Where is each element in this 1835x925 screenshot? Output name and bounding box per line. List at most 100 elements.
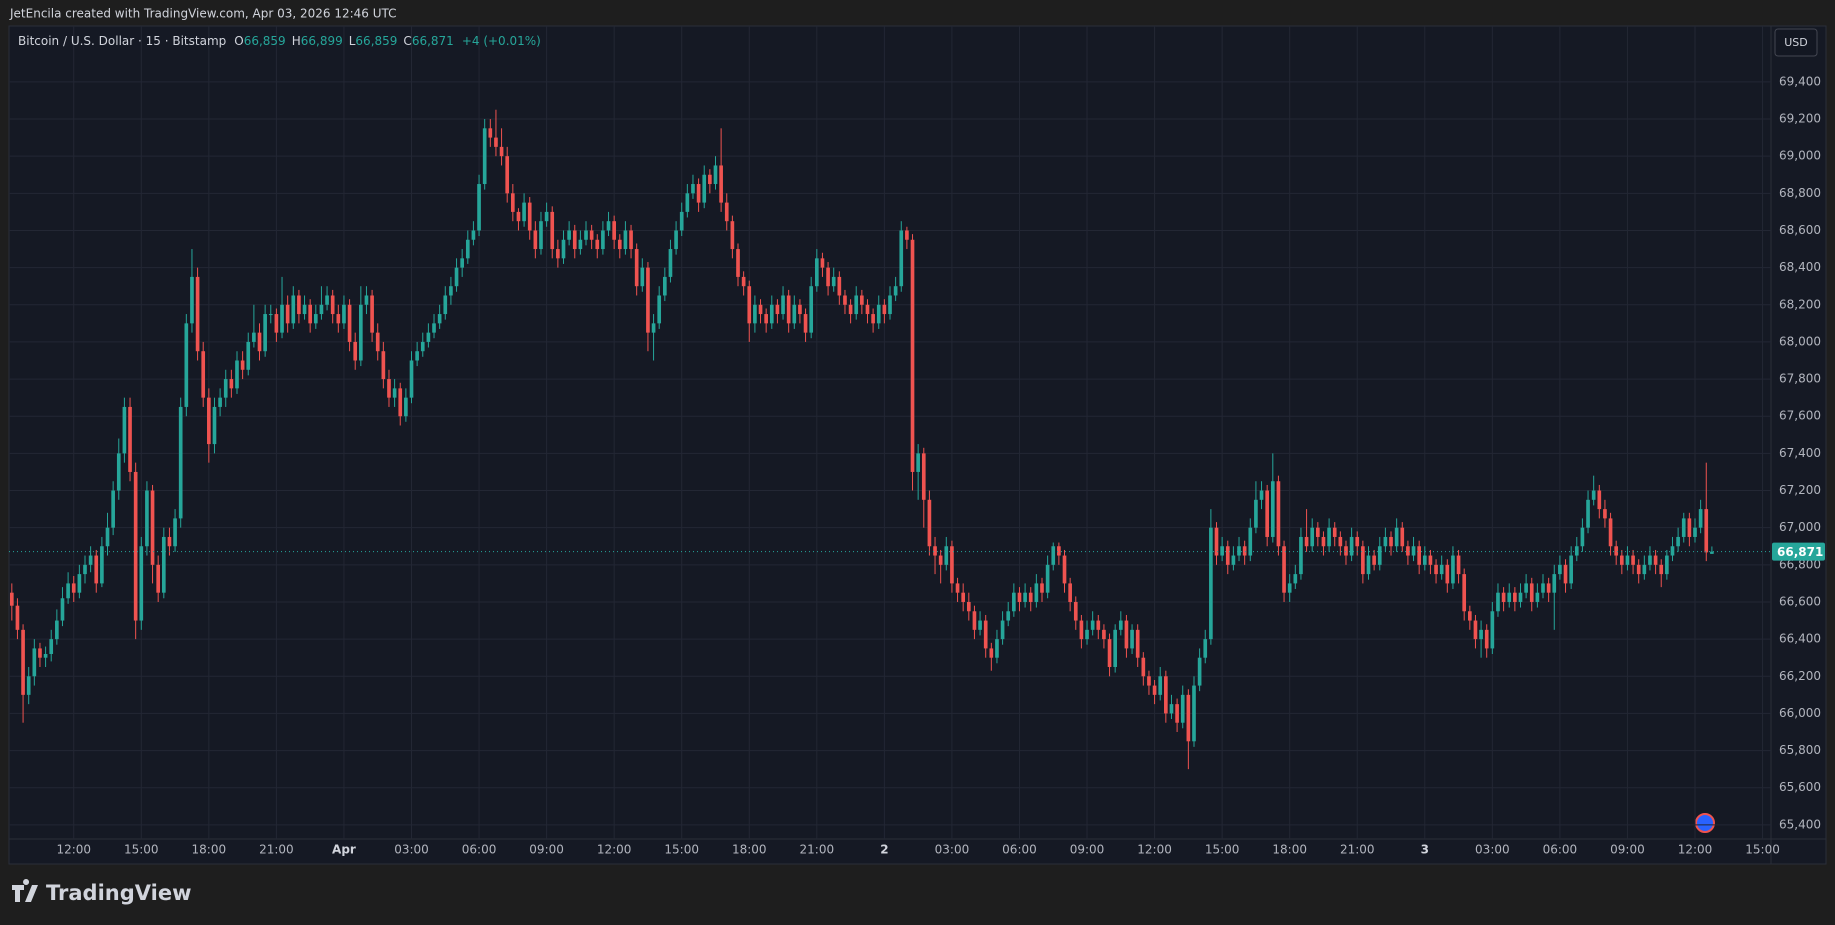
candle-body: [257, 332, 262, 352]
candle-body: [921, 453, 926, 500]
candle-body: [764, 314, 768, 324]
candle-body: [364, 295, 369, 305]
x-tick-label: 3: [1421, 843, 1429, 857]
currency-box[interactable]: [1774, 28, 1818, 57]
candle-body: [392, 388, 397, 398]
candle-body: [443, 295, 448, 315]
x-tick-label: 09:00: [1610, 843, 1645, 857]
candle-body: [1225, 546, 1230, 565]
x-tick-label: 21:00: [1340, 843, 1375, 857]
legend-field-value: 66,871: [412, 34, 454, 48]
candle-body: [465, 239, 470, 259]
candle-body: [302, 304, 307, 315]
candle-body: [1175, 704, 1179, 723]
candle-body: [1282, 546, 1286, 593]
candle-body: [1361, 546, 1365, 575]
x-tick-label: 12:00: [56, 843, 91, 857]
candle-body: [1377, 546, 1382, 565]
brand-logo: [12, 879, 38, 902]
candle-body: [657, 295, 662, 324]
candle-body: [539, 221, 543, 250]
x-tick-label: 15:00: [1745, 843, 1780, 857]
candle-body: [702, 174, 707, 203]
candle-body: [223, 379, 228, 398]
x-tick-label: 03:00: [394, 843, 429, 857]
candle-body: [77, 574, 82, 593]
candle-body: [26, 676, 31, 695]
y-tick-label: 66,800: [1779, 557, 1821, 571]
y-tick-label: 67,600: [1779, 409, 1821, 423]
x-tick-label: 15:00: [664, 843, 699, 857]
candle-body: [798, 304, 802, 315]
brand: TradingView: [46, 881, 191, 905]
candle-body: [1287, 583, 1292, 593]
event-icon[interactable]: [1695, 813, 1715, 833]
candle-body: [116, 453, 121, 491]
candle-body: [1608, 518, 1613, 547]
candle-body: [404, 397, 408, 417]
candle-body: [741, 276, 746, 287]
candle-body: [511, 193, 515, 212]
candle-body: [43, 653, 48, 658]
candle-body: [173, 518, 177, 547]
candle-body: [1164, 676, 1168, 714]
candle-body: [837, 276, 842, 296]
candle-body: [415, 351, 419, 361]
candle-body: [966, 601, 971, 612]
candle-body: [1693, 527, 1697, 537]
candle-body: [972, 611, 977, 630]
candle-body: [1012, 592, 1016, 612]
candle-body: [1203, 639, 1208, 658]
candle-body: [775, 304, 780, 315]
candle-body: [1299, 536, 1303, 575]
legend-field-value: 66,859: [355, 34, 397, 48]
candle-body: [60, 598, 65, 621]
candle-body: [1681, 518, 1686, 537]
candle-body: [184, 323, 189, 407]
candle-body: [1152, 685, 1157, 695]
y-tick-label: 65,600: [1779, 780, 1821, 794]
candle-body: [1034, 583, 1039, 602]
candle-body: [589, 230, 594, 240]
y-tick-label: 68,800: [1779, 186, 1821, 200]
candle-body: [938, 555, 943, 565]
candle-body: [1321, 536, 1326, 547]
candle-body: [1524, 583, 1528, 593]
candle-body: [1062, 555, 1067, 584]
candle-body: [105, 527, 110, 547]
legend-change: +4 (+0.01%): [462, 34, 541, 48]
candle-body: [1710, 551, 1714, 554]
candle-body: [1541, 583, 1545, 593]
y-tick-label: 68,000: [1779, 334, 1821, 348]
candle-body: [454, 267, 459, 287]
candle-body: [1231, 555, 1236, 565]
last-price-tag: [1772, 542, 1825, 561]
candle-body: [1406, 546, 1410, 556]
candle-body: [437, 314, 442, 324]
candle-body: [9, 592, 14, 606]
candle-body: [1389, 536, 1393, 547]
candle-body: [1118, 620, 1123, 630]
candle-body: [280, 304, 284, 333]
candle-body: [1665, 555, 1669, 575]
candle-body: [1563, 564, 1568, 584]
candle-body: [1259, 490, 1264, 500]
y-tick-label: 69,200: [1779, 112, 1821, 126]
candle-body: [1209, 527, 1213, 640]
candle-body: [161, 536, 166, 593]
candle-body: [1293, 574, 1298, 584]
candle-body: [910, 239, 915, 472]
candle-body: [983, 620, 988, 649]
candle-body: [1518, 592, 1523, 602]
candle-body: [950, 546, 954, 584]
candle-body: [899, 230, 904, 287]
candle-body: [359, 304, 363, 361]
currency[interactable]: USD: [1784, 36, 1808, 49]
x-tick-label: 06:00: [462, 843, 497, 857]
candle-body: [629, 230, 633, 250]
candle-body: [49, 639, 54, 654]
x-tick-label: 18:00: [732, 843, 767, 857]
candle-body: [1270, 481, 1275, 537]
candle-body: [1394, 527, 1399, 547]
